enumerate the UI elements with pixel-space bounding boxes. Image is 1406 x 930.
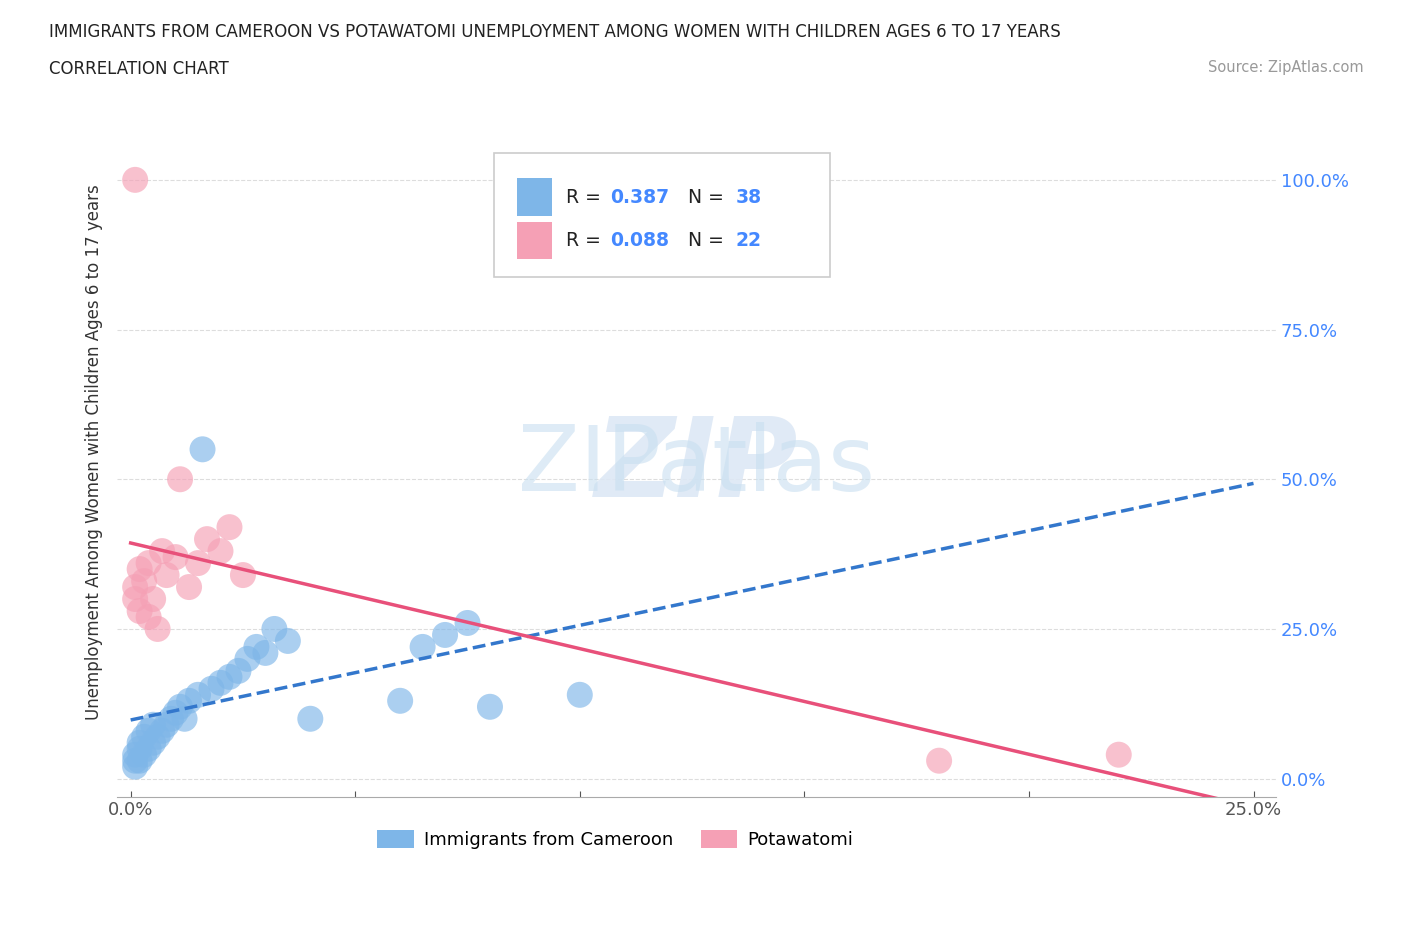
- Text: N =: N =: [676, 231, 730, 250]
- Point: [124, 753, 146, 768]
- Point: [434, 628, 457, 643]
- Point: [142, 736, 165, 751]
- Text: 0.088: 0.088: [610, 231, 669, 250]
- Point: [138, 724, 160, 738]
- Point: [169, 699, 191, 714]
- Point: [128, 753, 150, 768]
- Point: [142, 591, 165, 606]
- Point: [160, 711, 183, 726]
- Point: [124, 748, 146, 763]
- Point: [187, 555, 209, 570]
- Point: [146, 621, 169, 636]
- Text: CORRELATION CHART: CORRELATION CHART: [49, 60, 229, 78]
- Point: [138, 555, 160, 570]
- Point: [177, 694, 200, 709]
- Point: [277, 633, 299, 648]
- Point: [124, 759, 146, 774]
- Point: [245, 640, 267, 655]
- Point: [124, 172, 146, 187]
- Point: [218, 520, 240, 535]
- Point: [150, 544, 173, 559]
- Point: [134, 574, 156, 589]
- Point: [128, 604, 150, 618]
- Legend: Immigrants from Cameroon, Potawatomi: Immigrants from Cameroon, Potawatomi: [370, 823, 860, 857]
- Point: [218, 670, 240, 684]
- Point: [568, 687, 591, 702]
- Point: [138, 741, 160, 756]
- Text: 38: 38: [735, 188, 762, 206]
- Point: [254, 645, 277, 660]
- Text: R =: R =: [565, 231, 606, 250]
- Point: [187, 687, 209, 702]
- Point: [928, 753, 950, 768]
- Bar: [517, 179, 551, 216]
- Text: IMMIGRANTS FROM CAMEROON VS POTAWATOMI UNEMPLOYMENT AMONG WOMEN WITH CHILDREN AG: IMMIGRANTS FROM CAMEROON VS POTAWATOMI U…: [49, 23, 1062, 41]
- Text: ZIP: ZIP: [595, 413, 799, 520]
- Point: [236, 651, 259, 666]
- Text: N =: N =: [676, 188, 730, 206]
- Point: [1108, 748, 1130, 763]
- Y-axis label: Unemployment Among Women with Children Ages 6 to 17 years: Unemployment Among Women with Children A…: [86, 184, 103, 720]
- Point: [124, 579, 146, 594]
- Point: [478, 699, 501, 714]
- Point: [209, 675, 232, 690]
- Point: [146, 729, 169, 744]
- Text: 22: 22: [735, 231, 762, 250]
- Point: [228, 663, 250, 678]
- Point: [177, 579, 200, 594]
- Point: [155, 717, 177, 732]
- Point: [232, 567, 254, 582]
- Point: [200, 682, 222, 697]
- Point: [165, 705, 187, 720]
- Text: R =: R =: [565, 188, 606, 206]
- FancyBboxPatch shape: [494, 153, 830, 277]
- Point: [128, 736, 150, 751]
- Point: [134, 729, 156, 744]
- Point: [124, 591, 146, 606]
- Point: [195, 532, 218, 547]
- Point: [138, 609, 160, 624]
- Point: [191, 442, 214, 457]
- Text: 0.387: 0.387: [610, 188, 669, 206]
- Point: [457, 616, 479, 631]
- Text: Source: ZipAtlas.com: Source: ZipAtlas.com: [1208, 60, 1364, 75]
- Point: [134, 748, 156, 763]
- Point: [173, 711, 195, 726]
- Point: [389, 694, 412, 709]
- Point: [142, 717, 165, 732]
- Bar: [517, 221, 551, 259]
- Point: [128, 562, 150, 577]
- Point: [412, 640, 434, 655]
- Point: [209, 544, 232, 559]
- Point: [299, 711, 322, 726]
- Point: [150, 724, 173, 738]
- Point: [155, 567, 177, 582]
- Point: [165, 550, 187, 565]
- Point: [263, 621, 285, 636]
- Text: ZIPatlas: ZIPatlas: [517, 422, 875, 510]
- Point: [128, 741, 150, 756]
- Point: [169, 472, 191, 486]
